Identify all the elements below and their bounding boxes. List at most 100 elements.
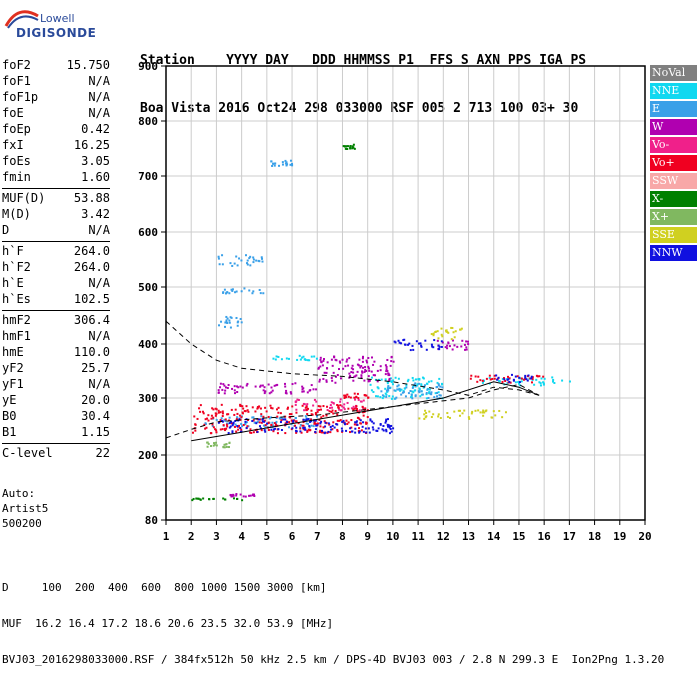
param-separator: [2, 310, 110, 311]
data-point: [240, 422, 243, 425]
data-point: [419, 342, 422, 345]
data-point: [301, 404, 304, 407]
data-point: [387, 372, 390, 375]
data-point: [240, 416, 243, 419]
data-point: [236, 416, 239, 419]
data-point: [418, 342, 421, 345]
data-point: [339, 400, 342, 403]
data-point: [372, 363, 375, 366]
data-point: [419, 395, 422, 398]
data-point: [404, 343, 407, 346]
data-point: [341, 420, 344, 423]
data-point: [300, 431, 303, 434]
data-point: [256, 430, 259, 433]
data-point: [362, 355, 365, 358]
data-point: [358, 409, 361, 412]
data-point: [504, 411, 507, 414]
data-point: [357, 397, 360, 400]
data-point: [210, 417, 213, 420]
data-point: [388, 374, 391, 377]
data-point: [347, 395, 350, 398]
data-point: [219, 382, 222, 385]
data-point: [202, 412, 205, 415]
data-point: [251, 406, 254, 409]
data-point: [331, 379, 334, 382]
data-point: [273, 164, 276, 167]
data-point: [291, 405, 294, 408]
data-point: [256, 407, 259, 410]
data-point: [230, 420, 233, 423]
data-point: [508, 377, 511, 380]
data-point: [430, 393, 433, 396]
data-point: [287, 406, 290, 409]
data-point: [316, 408, 319, 411]
data-point: [229, 425, 232, 428]
data-point: [519, 377, 522, 380]
data-point: [467, 343, 470, 346]
data-point: [217, 411, 220, 414]
logo-text-digisonde: DIGISONDE: [16, 26, 97, 40]
data-point: [218, 263, 221, 266]
data-point: [361, 425, 364, 428]
data-point: [354, 375, 357, 378]
data-point: [312, 420, 315, 423]
param-value: N/A: [88, 276, 110, 290]
data-point: [247, 419, 250, 422]
auto-code: 500200: [2, 517, 42, 530]
data-point: [310, 413, 313, 416]
data-point: [332, 421, 335, 424]
data-point: [251, 292, 254, 295]
data-point: [336, 430, 339, 433]
x-tick-label: 1: [163, 530, 170, 543]
param-row: foEs 3.05: [2, 154, 110, 170]
data-point: [322, 431, 325, 434]
data-point: [411, 376, 414, 379]
data-point: [390, 430, 393, 433]
x-tick-label: 16: [538, 530, 552, 543]
data-point: [337, 404, 340, 407]
data-point: [394, 376, 397, 379]
data-point: [390, 397, 393, 400]
data-point: [423, 384, 426, 387]
data-point: [520, 377, 523, 380]
data-point: [488, 376, 491, 379]
data-point: [538, 375, 541, 378]
data-point: [366, 416, 369, 419]
data-point: [307, 422, 310, 425]
data-point: [317, 367, 320, 370]
data-point: [235, 418, 238, 421]
data-point: [387, 385, 390, 388]
data-point: [219, 419, 222, 422]
data-point: [241, 425, 244, 428]
data-point: [372, 428, 375, 431]
data-point: [411, 390, 414, 393]
data-point: [311, 413, 314, 416]
data-point: [346, 393, 349, 396]
data-point: [441, 383, 444, 386]
data-point: [306, 403, 309, 406]
data-point: [361, 366, 364, 369]
data-point: [326, 405, 329, 408]
data-point: [223, 418, 226, 421]
data-point: [278, 164, 281, 167]
data-point: [484, 410, 487, 413]
data-point: [416, 384, 419, 387]
data-point: [201, 410, 204, 413]
data-point: [263, 392, 266, 395]
data-point: [386, 425, 389, 428]
data-point: [217, 255, 220, 258]
data-point: [340, 427, 343, 430]
data-point: [389, 364, 392, 367]
param-name: h`E: [2, 276, 24, 290]
data-point: [366, 361, 369, 364]
data-point: [355, 405, 358, 408]
data-point: [234, 392, 237, 395]
data-point: [434, 392, 437, 395]
data-point: [384, 387, 387, 390]
data-point: [315, 400, 318, 403]
data-point: [333, 426, 336, 429]
data-point: [218, 324, 221, 327]
data-point: [518, 376, 521, 379]
data-point: [457, 409, 460, 412]
data-point: [302, 424, 305, 427]
